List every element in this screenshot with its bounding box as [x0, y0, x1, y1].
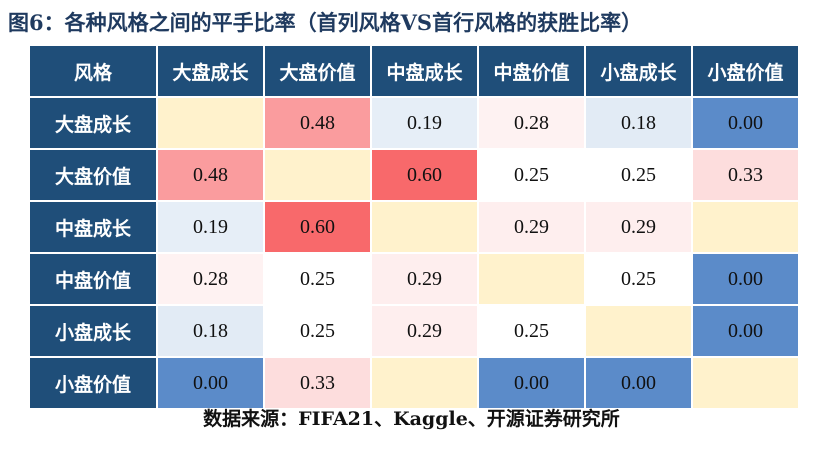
heatmap-cell	[265, 150, 370, 200]
row-header: 小盘价值	[30, 358, 156, 408]
heatmap-cell: 0.19	[158, 202, 263, 252]
row-header: 小盘成长	[30, 306, 156, 356]
heatmap-cell: 0.29	[372, 254, 477, 304]
column-header: 中盘成长	[372, 46, 477, 96]
source-note: 数据来源：FIFA21、Kaggle、开源证券研究所	[203, 408, 620, 430]
heatmap-cell	[158, 98, 263, 148]
chart-title: 图6：各种风格之间的平手比率（首列风格VS首行风格的获胜比率）	[8, 10, 643, 35]
row-header: 大盘成长	[30, 98, 156, 148]
column-header: 小盘价值	[693, 46, 798, 96]
heatmap-cell: 0.25	[265, 254, 370, 304]
heatmap-cell: 0.25	[586, 150, 691, 200]
row-header: 中盘成长	[30, 202, 156, 252]
row-header: 大盘价值	[30, 150, 156, 200]
heatmap-table: 风格 大盘成长 大盘价值 中盘成长 中盘价值 小盘成长 小盘价值 大盘成长 0.48 0.19 0.…	[30, 46, 798, 408]
heatmap-cell	[372, 358, 477, 408]
heatmap-cell: 0.18	[158, 306, 263, 356]
heatmap-cell: 0.00	[693, 98, 798, 148]
heatmap-cell: 0.25	[586, 254, 691, 304]
heatmap-cell	[372, 202, 477, 252]
heatmap-cell	[479, 254, 584, 304]
heatmap-cell	[693, 202, 798, 252]
heatmap-cell: 0.33	[265, 358, 370, 408]
column-header: 小盘成长	[586, 46, 691, 96]
heatmap-cell: 0.19	[372, 98, 477, 148]
column-header: 中盘价值	[479, 46, 584, 96]
heatmap-cell: 0.29	[372, 306, 477, 356]
column-header: 大盘成长	[158, 46, 263, 96]
row-header: 中盘价值	[30, 254, 156, 304]
heatmap-cell: 0.60	[372, 150, 477, 200]
heatmap-cell: 0.33	[693, 150, 798, 200]
heatmap-cell: 0.48	[265, 98, 370, 148]
heatmap-cell: 0.60	[265, 202, 370, 252]
heatmap-cell: 0.25	[479, 150, 584, 200]
heatmap-cell	[693, 358, 798, 408]
heatmap-cell	[586, 306, 691, 356]
heatmap-cell: 0.00	[586, 358, 691, 408]
heatmap-cell: 0.25	[265, 306, 370, 356]
heatmap-cell: 0.28	[158, 254, 263, 304]
heatmap-cell: 0.48	[158, 150, 263, 200]
heatmap-cell: 0.00	[158, 358, 263, 408]
heatmap-cell: 0.29	[586, 202, 691, 252]
heatmap-cell: 0.28	[479, 98, 584, 148]
corner-header: 风格	[30, 46, 156, 96]
heatmap-cell: 0.29	[479, 202, 584, 252]
heatmap-cell: 0.00	[693, 306, 798, 356]
heatmap-cell: 0.18	[586, 98, 691, 148]
column-header: 大盘价值	[265, 46, 370, 96]
heatmap-cell: 0.25	[479, 306, 584, 356]
heatmap-cell: 0.00	[693, 254, 798, 304]
heatmap-cell: 0.00	[479, 358, 584, 408]
